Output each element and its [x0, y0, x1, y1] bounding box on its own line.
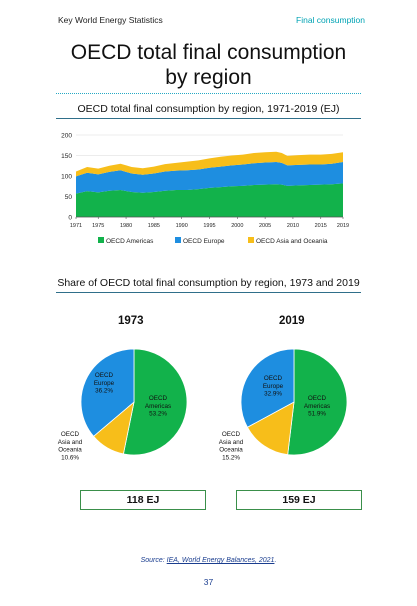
header-section-link[interactable]: Final consumption	[296, 15, 365, 25]
legend-swatch-1	[175, 237, 181, 243]
legend-label-0: OECD Americas	[106, 238, 154, 245]
pie-label-line: OECD	[61, 431, 80, 438]
page-title-line-2: by region	[165, 66, 252, 89]
legend-swatch-0	[98, 237, 104, 243]
pie-label-line: OECD	[264, 375, 283, 382]
y-tick-label: 50	[65, 194, 73, 201]
y-tick-label: 0	[68, 215, 72, 222]
x-tick-label: 1990	[176, 223, 188, 229]
pie-label-line: OECD	[222, 431, 241, 438]
dotted-divider	[56, 93, 361, 94]
y-tick-label: 100	[61, 174, 72, 181]
source-prefix: Source:	[140, 557, 167, 564]
area-chart-title: OECD total final consumption by region, …	[77, 103, 340, 115]
area-series-1	[76, 162, 343, 194]
pie-label-line: Americas	[304, 403, 330, 410]
x-tick-label: 1980	[120, 223, 132, 229]
pie-section-title-rule	[56, 292, 361, 293]
pie-0-slice-2	[80, 348, 135, 437]
legend-swatch-2	[248, 237, 254, 243]
pie-label-line: OECD	[95, 372, 114, 379]
x-tick-label: 1995	[203, 223, 215, 229]
area-series-0	[76, 183, 343, 217]
pie-1-label-0: OECD Americas 51.9%	[304, 395, 330, 418]
pie-label-line: Asia and	[58, 439, 83, 446]
pie-1-slice-2	[240, 348, 295, 428]
total-2019-box: 159 EJ	[236, 490, 362, 510]
source-suffix: .	[274, 557, 277, 564]
source-link[interactable]: IEA, World Energy Balances, 2021	[166, 557, 275, 564]
pie-1-slice-0	[287, 348, 348, 456]
legend-label-1: OECD Europe	[183, 238, 225, 245]
pie-label-line: 32.9%	[264, 391, 282, 398]
page-title: OECD total final consumption by region	[0, 40, 417, 90]
y-tick-label: 150	[61, 153, 72, 160]
pie-year-1973: 1973	[118, 315, 144, 327]
pie-label-line: 51.9%	[308, 411, 326, 418]
pie-label-line: Americas	[145, 403, 171, 410]
pie-label-line: Oceania	[58, 447, 82, 454]
x-tick-label: 2010	[287, 223, 299, 229]
y-tick-label: 200	[61, 133, 72, 140]
pie-label-line: Europe	[263, 383, 284, 390]
pie-section-title: Share of OECD total final consumption by…	[57, 277, 360, 289]
source-note: Source: IEA, World Energy Balances, 2021…	[0, 557, 417, 564]
pie-label-line: 36.2%	[95, 388, 113, 395]
x-tick-label: 1975	[92, 223, 104, 229]
area-chart-title-rule	[56, 118, 361, 119]
pie-label-line: Asia and	[219, 439, 244, 446]
pie-0-label-2: OECD Europe 36.2%	[94, 372, 115, 395]
x-tick-label: 1971	[70, 223, 82, 229]
page-title-line-1: OECD total final consumption	[70, 41, 347, 64]
area-series-2	[76, 151, 343, 177]
pie-1-label-1: OECD Asia and Oceania 15.2%	[219, 431, 244, 461]
pie-1-slice-1	[246, 401, 295, 456]
x-tick-label: 2015	[315, 223, 327, 229]
total-1973-box: 118 EJ	[80, 490, 206, 510]
pie-0-slice-0	[122, 348, 188, 456]
x-tick-label: 2005	[259, 223, 271, 229]
x-tick-label: 2019	[337, 223, 349, 229]
legend-label-2: OECD Asia and Oceania	[256, 238, 328, 245]
x-tick-label: 1985	[148, 223, 160, 229]
pie-label-line: Europe	[94, 380, 115, 387]
pie-0-label-0: OECD Americas 53.2%	[145, 395, 171, 418]
pie-label-line: 15.2%	[222, 454, 240, 461]
pie-label-line: 10.6%	[61, 454, 79, 461]
pie-year-2019: 2019	[279, 315, 305, 327]
pie-label-line: Oceania	[219, 447, 243, 454]
pie-label-line: 53.2%	[149, 411, 167, 418]
pie-1-label-2: OECD Europe 32.9%	[263, 375, 284, 398]
header-left-title: Key World Energy Statistics	[58, 15, 163, 25]
page-number: 37	[203, 577, 214, 587]
pie-label-line: OECD	[149, 395, 168, 402]
pie-0-label-1: OECD Asia and Oceania 10.6%	[58, 431, 83, 461]
pie-label-line: OECD	[308, 395, 327, 402]
x-tick-label: 2000	[231, 223, 243, 229]
